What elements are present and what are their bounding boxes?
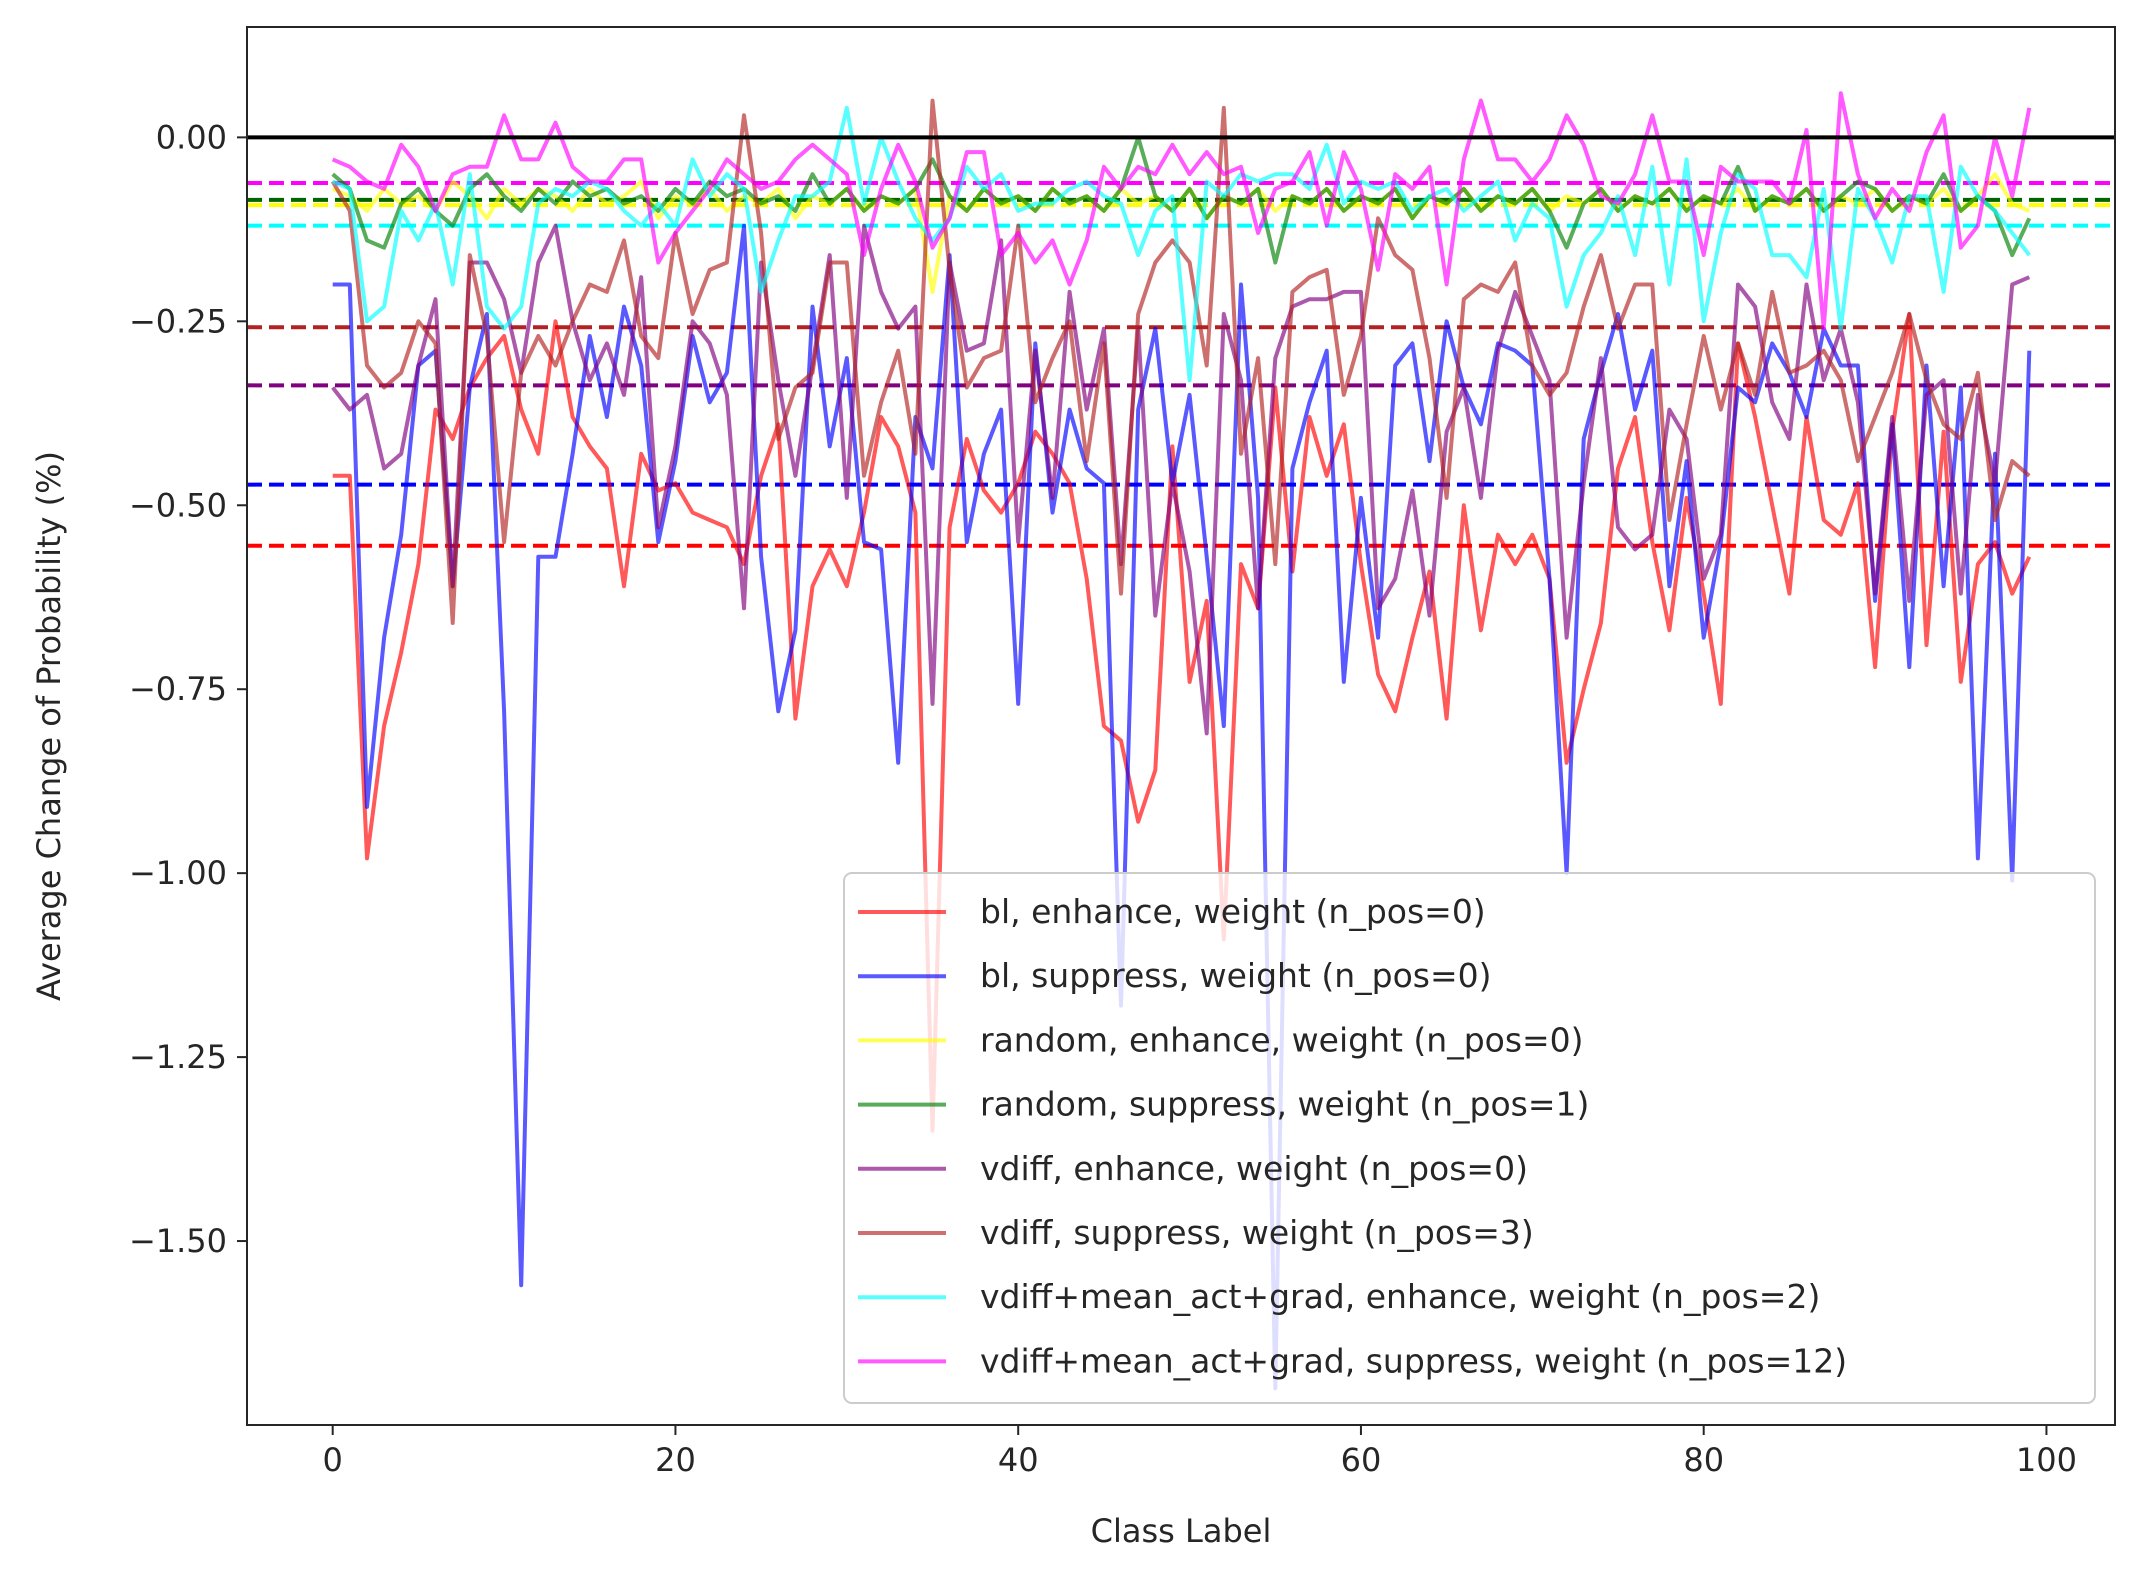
x-tick-label: 0 [323, 1441, 343, 1479]
legend: bl, enhance, weight (n_pos=0) bl, suppres… [843, 872, 2096, 1404]
legend-label-vdiff-suppress-weight-n-pos-3: vdiff, suppress, weight (n_pos=3) [980, 1213, 1534, 1252]
series-line-random-suppress-weight-n-pos-1 [331, 135, 2032, 265]
series-line-bl-suppress-weight-n-pos-0 [332, 223, 2032, 1391]
series-line-vdiff-mean-act-grad-suppress-weight-n-pos-12 [331, 91, 2032, 331]
x-tick-label: 40 [998, 1441, 1039, 1479]
x-tick-label: 100 [2016, 1441, 2077, 1479]
legend-label-bl-enhance-weight-n-pos-0: bl, enhance, weight (n_pos=0) [980, 892, 1486, 931]
x-tick-label: 60 [1341, 1441, 1382, 1479]
y-tick-label: −1.50 [129, 1222, 227, 1260]
y-axis-label: Average Change of Probability (%) [30, 451, 68, 1001]
y-tick-label: −1.00 [129, 854, 227, 892]
series-line-vdiff-enhance-weight-n-pos-0 [331, 223, 2031, 736]
y-tick-label: −0.50 [129, 486, 227, 524]
y-tick-label: 0.00 [156, 118, 227, 156]
legend-label-random-suppress-weight-n-pos-1: random, suppress, weight (n_pos=1) [980, 1085, 1589, 1124]
x-axis-label: Class Label [1091, 1512, 1272, 1550]
y-tick-label: −0.75 [129, 670, 227, 708]
series-lines [330, 91, 2032, 1391]
y-axis-ticks: 0.00 −0.25 −0.50 −0.75 −1.00 −1.25 −1.50 [129, 118, 247, 1260]
plot-frame [246, 26, 2116, 1426]
x-tick-label: 20 [655, 1441, 696, 1479]
legend-box [843, 872, 2096, 1404]
legend-label-bl-suppress-weight-n-pos-0: bl, suppress, weight (n_pos=0) [980, 956, 1492, 995]
x-tick-label: 80 [1683, 1441, 1724, 1479]
legend-label-vdiff-mean-act-grad-suppress-weight-n-pos-12: vdiff+mean_act+grad, suppress, weight (n… [980, 1341, 1847, 1380]
legend-label-vdiff-mean-act-grad-enhance-weight-n-pos-2: vdiff+mean_act+grad, enhance, weight (n_… [980, 1277, 1820, 1316]
x-axis-ticks: 0 20 40 60 80 100 [323, 1425, 2077, 1479]
legend-label-vdiff-enhance-weight-n-pos-0: vdiff, enhance, weight (n_pos=0) [980, 1149, 1528, 1188]
y-tick-label: −0.25 [129, 302, 227, 340]
legend-label-random-enhance-weight-n-pos-0: random, enhance, weight (n_pos=0) [980, 1020, 1584, 1059]
series-line-vdiff-suppress-weight-n-pos-3 [330, 98, 2031, 625]
series-line-bl-enhance-weight-n-pos-0 [332, 312, 2032, 1133]
y-tick-label: −1.25 [129, 1038, 227, 1076]
